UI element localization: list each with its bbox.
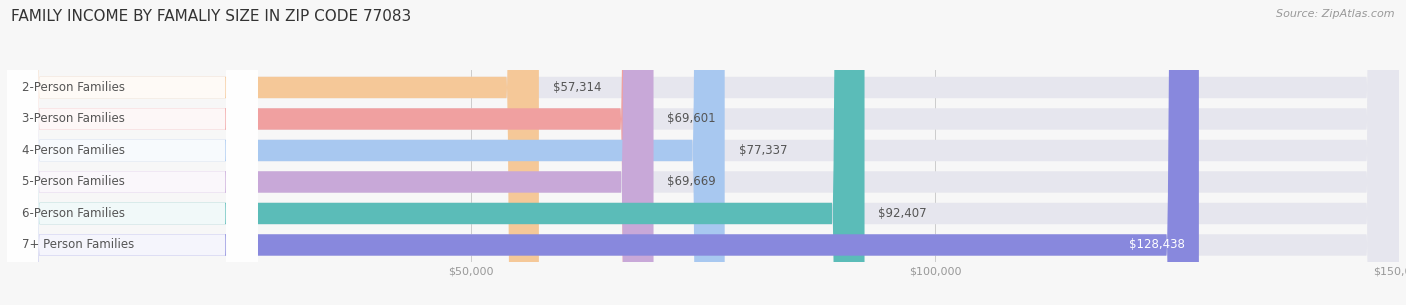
Text: $77,337: $77,337 <box>738 144 787 157</box>
FancyBboxPatch shape <box>7 0 1399 305</box>
FancyBboxPatch shape <box>7 0 257 305</box>
Text: $69,601: $69,601 <box>666 113 716 125</box>
Text: 3-Person Families: 3-Person Families <box>22 113 125 125</box>
Text: 4-Person Families: 4-Person Families <box>22 144 125 157</box>
FancyBboxPatch shape <box>7 0 257 305</box>
FancyBboxPatch shape <box>7 0 652 305</box>
FancyBboxPatch shape <box>7 0 1399 305</box>
Text: Source: ZipAtlas.com: Source: ZipAtlas.com <box>1277 9 1395 19</box>
Text: 5-Person Families: 5-Person Families <box>22 175 125 188</box>
FancyBboxPatch shape <box>7 0 865 305</box>
Text: $57,314: $57,314 <box>553 81 602 94</box>
FancyBboxPatch shape <box>7 0 257 305</box>
FancyBboxPatch shape <box>7 0 1399 305</box>
Text: 2-Person Families: 2-Person Families <box>22 81 125 94</box>
Text: 7+ Person Families: 7+ Person Families <box>22 239 135 252</box>
FancyBboxPatch shape <box>7 0 1399 305</box>
FancyBboxPatch shape <box>7 0 654 305</box>
FancyBboxPatch shape <box>7 0 1199 305</box>
FancyBboxPatch shape <box>7 0 538 305</box>
FancyBboxPatch shape <box>7 0 724 305</box>
FancyBboxPatch shape <box>7 0 257 305</box>
FancyBboxPatch shape <box>7 0 1399 305</box>
Text: $92,407: $92,407 <box>879 207 927 220</box>
FancyBboxPatch shape <box>7 0 257 305</box>
Text: $128,438: $128,438 <box>1129 239 1185 252</box>
Text: $69,669: $69,669 <box>668 175 716 188</box>
Text: 6-Person Families: 6-Person Families <box>22 207 125 220</box>
Text: FAMILY INCOME BY FAMALIY SIZE IN ZIP CODE 77083: FAMILY INCOME BY FAMALIY SIZE IN ZIP COD… <box>11 9 412 24</box>
FancyBboxPatch shape <box>7 0 1399 305</box>
FancyBboxPatch shape <box>7 0 257 305</box>
